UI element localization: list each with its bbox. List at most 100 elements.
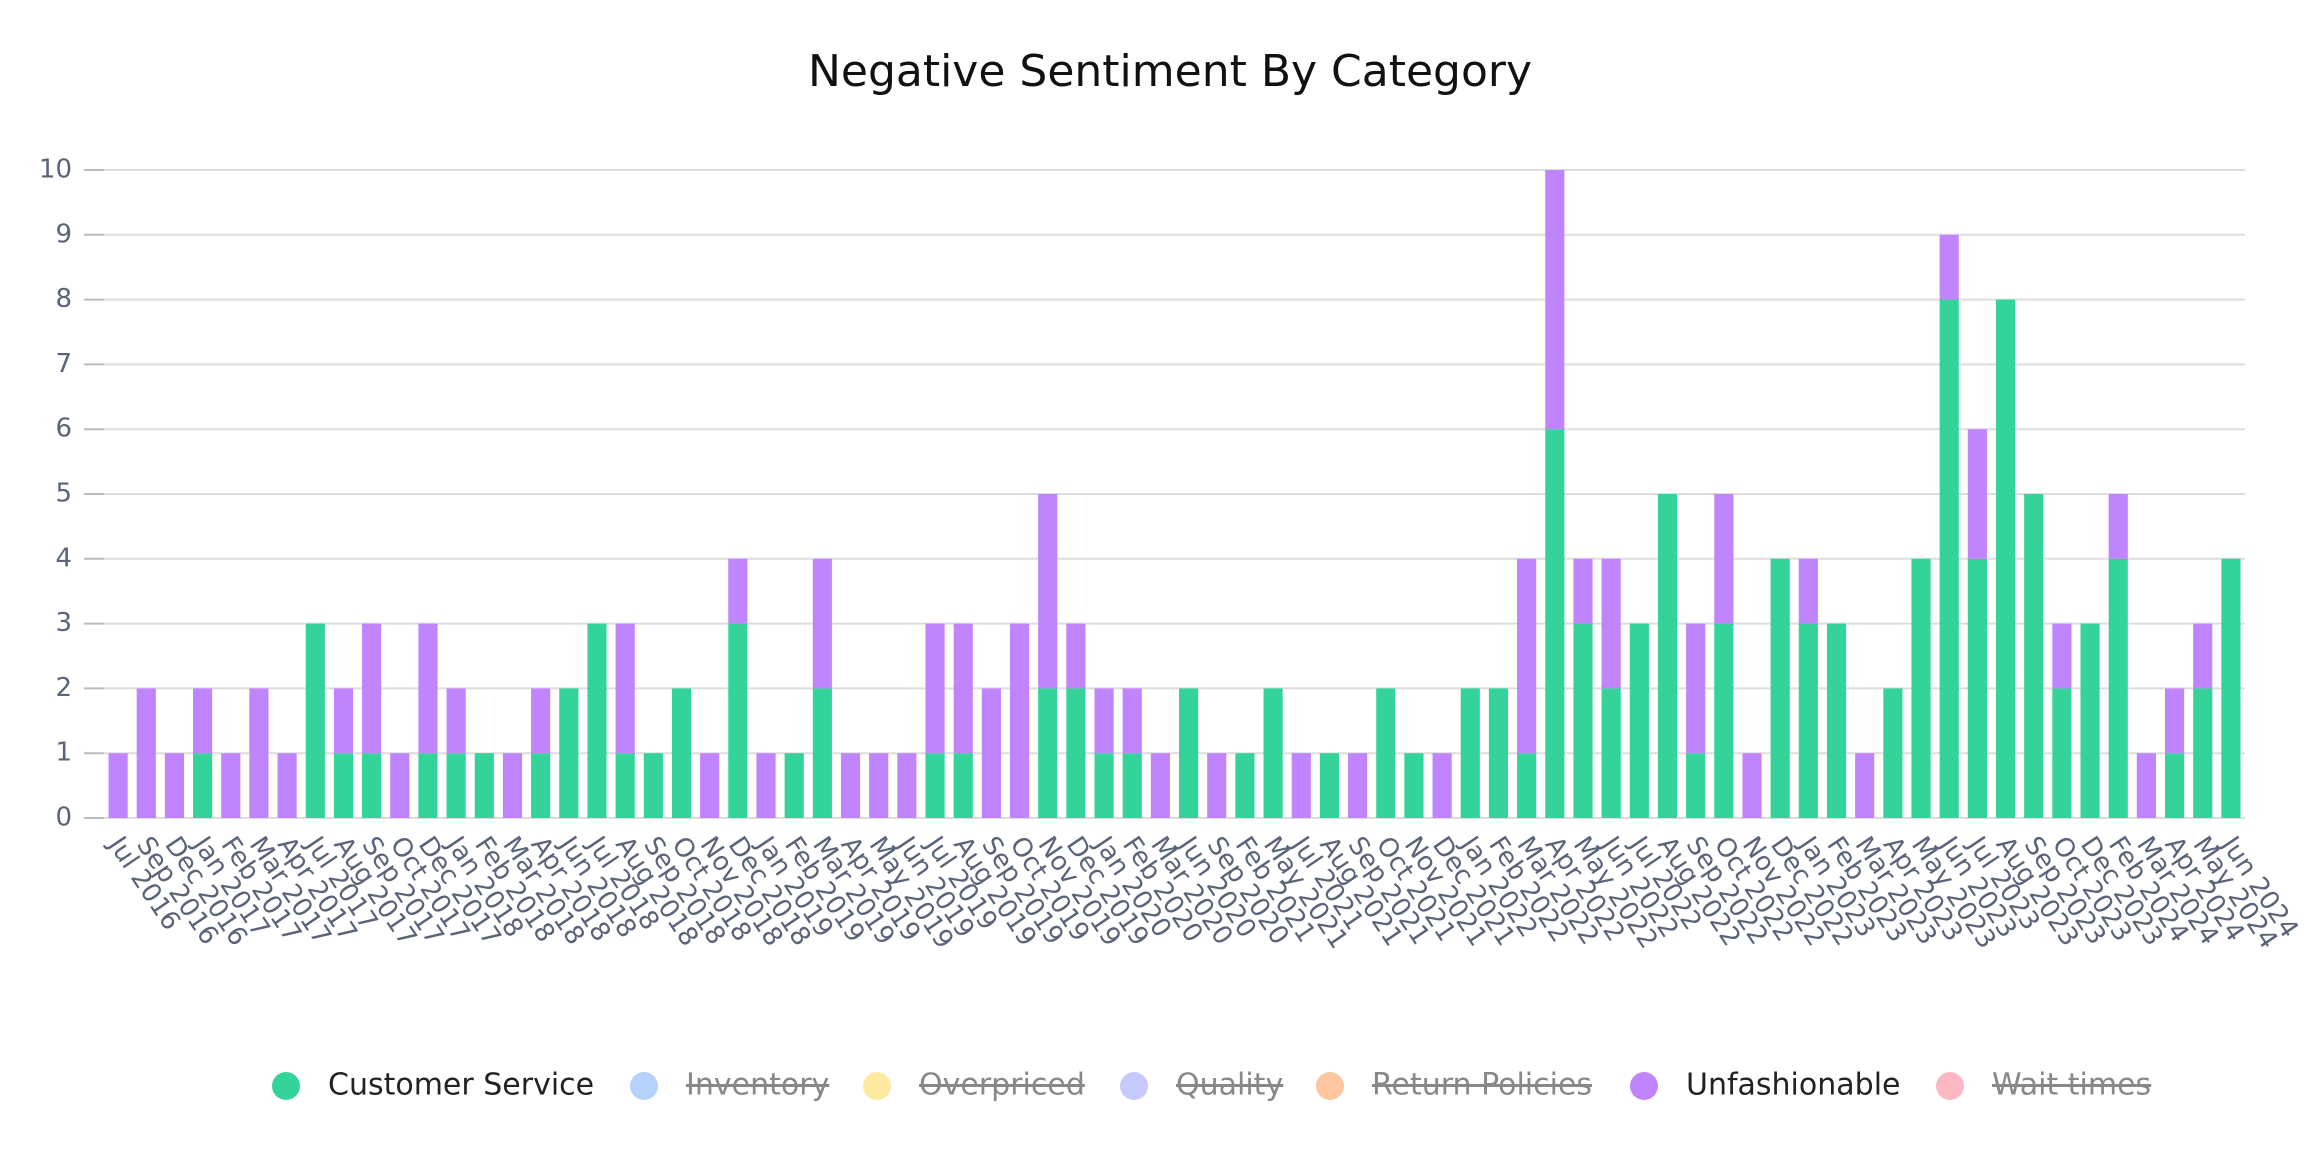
bar-segment (1348, 753, 1368, 818)
bar-segment (193, 688, 213, 754)
bar-segment (502, 753, 523, 818)
bar-segment (108, 753, 128, 818)
bar-segment (221, 753, 241, 818)
legend-label[interactable]: Overpriced (919, 1068, 1085, 1103)
y-tick-label: 4 (55, 543, 72, 573)
bar-segment (1179, 688, 1199, 818)
y-tick-label: 2 (55, 673, 72, 703)
bar-segment (1235, 753, 1255, 818)
y-tick-label: 10 (39, 155, 72, 185)
bar-segment (2108, 558, 2128, 818)
bar-segment (1094, 688, 1114, 754)
bar-segment (2193, 623, 2213, 689)
bar-segment (1263, 688, 1283, 818)
legend-swatch[interactable] (1936, 1072, 1964, 1100)
bar-segment (1545, 170, 1565, 430)
bar-segment (2221, 558, 2241, 818)
bar-segment (925, 753, 945, 818)
bar-segment (700, 753, 720, 818)
bar-segment (1066, 623, 1086, 689)
bar-segment (1404, 753, 1424, 818)
bar-segment (1207, 753, 1227, 818)
y-tick-label: 8 (55, 284, 72, 314)
bar-segment (953, 623, 973, 754)
legend-label[interactable]: Wait times (1992, 1068, 2151, 1103)
bar-segment (1573, 558, 1593, 624)
bar-segment (164, 753, 185, 818)
bar-segment (2052, 688, 2072, 818)
bar-segment (1826, 623, 1847, 818)
bar-segment (277, 753, 297, 818)
bar-segment (615, 623, 635, 754)
bar-segment (1291, 753, 1311, 818)
bar-segment (897, 753, 917, 818)
bar-segment (671, 688, 692, 818)
bar-segment (474, 753, 494, 818)
bar-segment (728, 623, 748, 818)
legend-swatch[interactable] (1316, 1072, 1344, 1100)
bar-segment (1601, 688, 1621, 818)
bar-segment (559, 688, 579, 818)
bar-segment (2024, 494, 2044, 818)
bar-segment (953, 753, 973, 818)
bar-segment (925, 623, 945, 754)
bar-segment (1376, 688, 1396, 818)
bar-segment (1601, 558, 1621, 689)
bar-segment (1150, 753, 1170, 818)
bar-segment (1460, 688, 1480, 818)
bar-segment (1798, 558, 1818, 624)
legend-label[interactable]: Unfashionable (1686, 1068, 1900, 1103)
legend-swatch[interactable] (1120, 1072, 1148, 1100)
bar-segment (1686, 623, 1706, 754)
bar-segment (1883, 688, 1903, 818)
bar-segment (446, 753, 466, 818)
bar-segment (418, 753, 438, 818)
bar-segment (2108, 494, 2128, 559)
bar-segment (587, 623, 607, 818)
bar-segment (728, 558, 748, 624)
bar-segment (2080, 623, 2100, 818)
bar-segment (1742, 753, 1762, 818)
bar-segment (1629, 623, 1649, 818)
bar-segment (784, 753, 804, 818)
bar-segment (1939, 234, 1959, 300)
legend-swatch[interactable] (1630, 1072, 1658, 1100)
bar-segment (840, 753, 861, 818)
bar-segment (1714, 623, 1734, 818)
bar-segment (1432, 753, 1452, 818)
legend-label[interactable]: Quality (1176, 1068, 1283, 1103)
bar-segment (333, 753, 354, 818)
bar-segment (1686, 753, 1706, 818)
bar-segment (1066, 688, 1086, 818)
bar-segment (2136, 753, 2156, 818)
bar-segment (1545, 429, 1565, 818)
y-tick-label: 6 (55, 414, 72, 444)
bar-segment (2193, 688, 2213, 818)
bar-segment (1094, 753, 1114, 818)
legend-swatch[interactable] (272, 1072, 300, 1100)
legend-swatch[interactable] (630, 1072, 658, 1100)
bar-segment (2164, 753, 2185, 818)
bar-segment (812, 688, 832, 818)
legend-swatch[interactable] (863, 1072, 891, 1100)
bar-segment (2052, 623, 2072, 689)
bar-segment (362, 753, 382, 818)
legend-label[interactable]: Return Policies (1372, 1068, 1592, 1103)
bar-segment (446, 688, 466, 754)
bar-segment (1009, 623, 1030, 818)
bar-segment (1939, 299, 1959, 819)
y-tick-label: 9 (55, 219, 72, 249)
bar-segment (812, 558, 832, 689)
bar-segment (1038, 688, 1058, 818)
legend-label[interactable]: Customer Service (328, 1068, 594, 1103)
bar-segment (1967, 429, 1987, 559)
bar-segment (1517, 558, 1537, 754)
bar-segment (193, 753, 213, 818)
bar-segment (305, 623, 325, 818)
chart-title: Negative Sentiment By Category (808, 46, 1532, 97)
bar-segment (531, 753, 551, 818)
legend-label[interactable]: Inventory (686, 1068, 829, 1103)
bar-segment (615, 753, 635, 818)
bar-segment (1967, 558, 1987, 818)
